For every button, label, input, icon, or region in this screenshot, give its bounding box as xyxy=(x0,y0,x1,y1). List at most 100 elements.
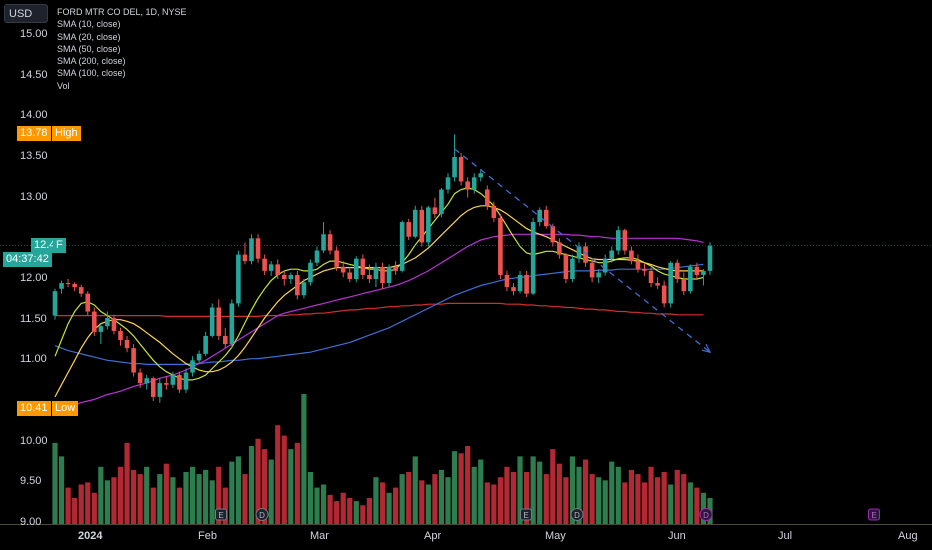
candle-body xyxy=(373,266,379,279)
time-tick-label: Jul xyxy=(778,530,793,542)
high-price-tag: 13.78 xyxy=(17,126,51,141)
candle-body xyxy=(471,177,477,190)
candle-body xyxy=(144,378,149,384)
candle-body xyxy=(92,311,97,332)
volume-bar xyxy=(681,474,687,524)
candle-body xyxy=(347,272,353,279)
candle-body xyxy=(380,266,385,284)
time-tick-label: Aug xyxy=(898,530,918,542)
candle-body xyxy=(249,238,254,262)
volume-bar xyxy=(504,466,510,524)
volume-bar xyxy=(530,456,536,524)
earnings-marker-label: E xyxy=(871,511,876,520)
volume-bar xyxy=(478,459,484,524)
sma50-line xyxy=(55,233,704,409)
volume-bar xyxy=(334,501,340,524)
trend-line-segment[interactable] xyxy=(454,148,711,353)
dividend-marker[interactable]: D xyxy=(255,508,269,521)
price-tick-label: 14.50 xyxy=(20,68,48,81)
legend-sma-10[interactable]: SMA (10, close) xyxy=(57,19,121,30)
volume-bar xyxy=(104,480,110,524)
volume-bar xyxy=(157,474,163,524)
volume-bar xyxy=(661,472,667,524)
candle-body xyxy=(642,269,647,271)
candle-body xyxy=(393,266,398,271)
candle-body xyxy=(59,283,64,289)
candle-body xyxy=(301,282,307,296)
candle-body xyxy=(485,189,490,206)
dividend-marker[interactable]: D xyxy=(699,508,713,521)
candle-body xyxy=(268,264,274,271)
currency-button[interactable]: USD xyxy=(4,4,48,23)
volume-bar xyxy=(576,466,582,524)
candle-body xyxy=(52,291,58,316)
time-tick-label: Feb xyxy=(198,530,217,542)
high-label-tag: High xyxy=(52,126,81,141)
volume-bar xyxy=(366,498,372,524)
time-tick-label: 2024 xyxy=(78,530,103,542)
candle-body xyxy=(616,230,621,251)
low-label-tag: Low xyxy=(52,401,79,416)
legend-sma-200[interactable]: SMA (200, close) xyxy=(57,56,126,67)
volume-bar xyxy=(425,484,431,524)
sma10-line xyxy=(54,187,704,381)
volume-bar xyxy=(229,461,235,524)
volume-bar xyxy=(491,484,497,524)
volume-bar xyxy=(209,480,215,524)
chart-legend: FORD MTR CO DEL, 1D, NYSE SMA (10, close… xyxy=(57,6,187,92)
candle-body xyxy=(72,283,77,288)
volume-bar xyxy=(275,425,281,524)
candle-body xyxy=(281,274,287,279)
candle-body xyxy=(655,283,660,286)
legend-symbol-title[interactable]: FORD MTR CO DEL, 1D, NYSE xyxy=(57,7,187,17)
candle-body xyxy=(661,285,667,304)
candle-body xyxy=(452,157,457,178)
candle-body xyxy=(550,226,556,243)
volume-bar xyxy=(242,474,248,524)
volume-bar xyxy=(556,463,562,524)
sma100-line xyxy=(54,263,704,365)
candle-body xyxy=(445,177,451,190)
trend-line[interactable] xyxy=(454,148,712,354)
candle-body xyxy=(511,287,516,292)
volume-bar xyxy=(301,394,307,524)
volume-bar xyxy=(635,474,641,524)
volume-bar xyxy=(596,477,602,524)
volume-bar xyxy=(255,438,261,524)
legend-volume[interactable]: Vol xyxy=(57,80,70,91)
volume-bar xyxy=(497,477,503,524)
candle-body xyxy=(236,254,241,304)
legend-sma-50[interactable]: SMA (50, close) xyxy=(57,43,121,54)
candle-body xyxy=(295,274,300,296)
candle-body xyxy=(111,318,117,332)
candle-body xyxy=(412,209,418,237)
price-tick-label: 9.50 xyxy=(20,475,42,488)
candle-body xyxy=(177,374,182,390)
volume-bar xyxy=(85,482,91,524)
dividend-marker[interactable]: D xyxy=(570,508,584,521)
sma200-line xyxy=(55,302,704,317)
earnings-marker[interactable]: E xyxy=(868,508,880,521)
volume-bar xyxy=(484,482,490,524)
candle-body xyxy=(321,234,326,251)
volume-bar xyxy=(262,449,268,524)
candle-body xyxy=(629,250,634,262)
volume-bar xyxy=(648,466,654,524)
candle-body xyxy=(491,205,497,218)
high-label: High xyxy=(55,127,78,139)
legend-sma-20[interactable]: SMA (20, close) xyxy=(57,31,121,42)
moving-averages xyxy=(54,187,704,409)
earnings-marker[interactable]: E xyxy=(215,508,227,521)
earnings-marker[interactable]: E xyxy=(520,508,532,521)
candle-body xyxy=(131,348,136,373)
volume-bar xyxy=(327,494,333,524)
volume-bar xyxy=(144,466,150,524)
volume-bar xyxy=(189,466,196,524)
legend-sma-100[interactable]: SMA (100, close) xyxy=(57,68,126,79)
volume-bar xyxy=(694,487,700,524)
volume-bar xyxy=(183,472,189,524)
volume-bar xyxy=(150,487,156,524)
candle-body xyxy=(406,222,411,237)
